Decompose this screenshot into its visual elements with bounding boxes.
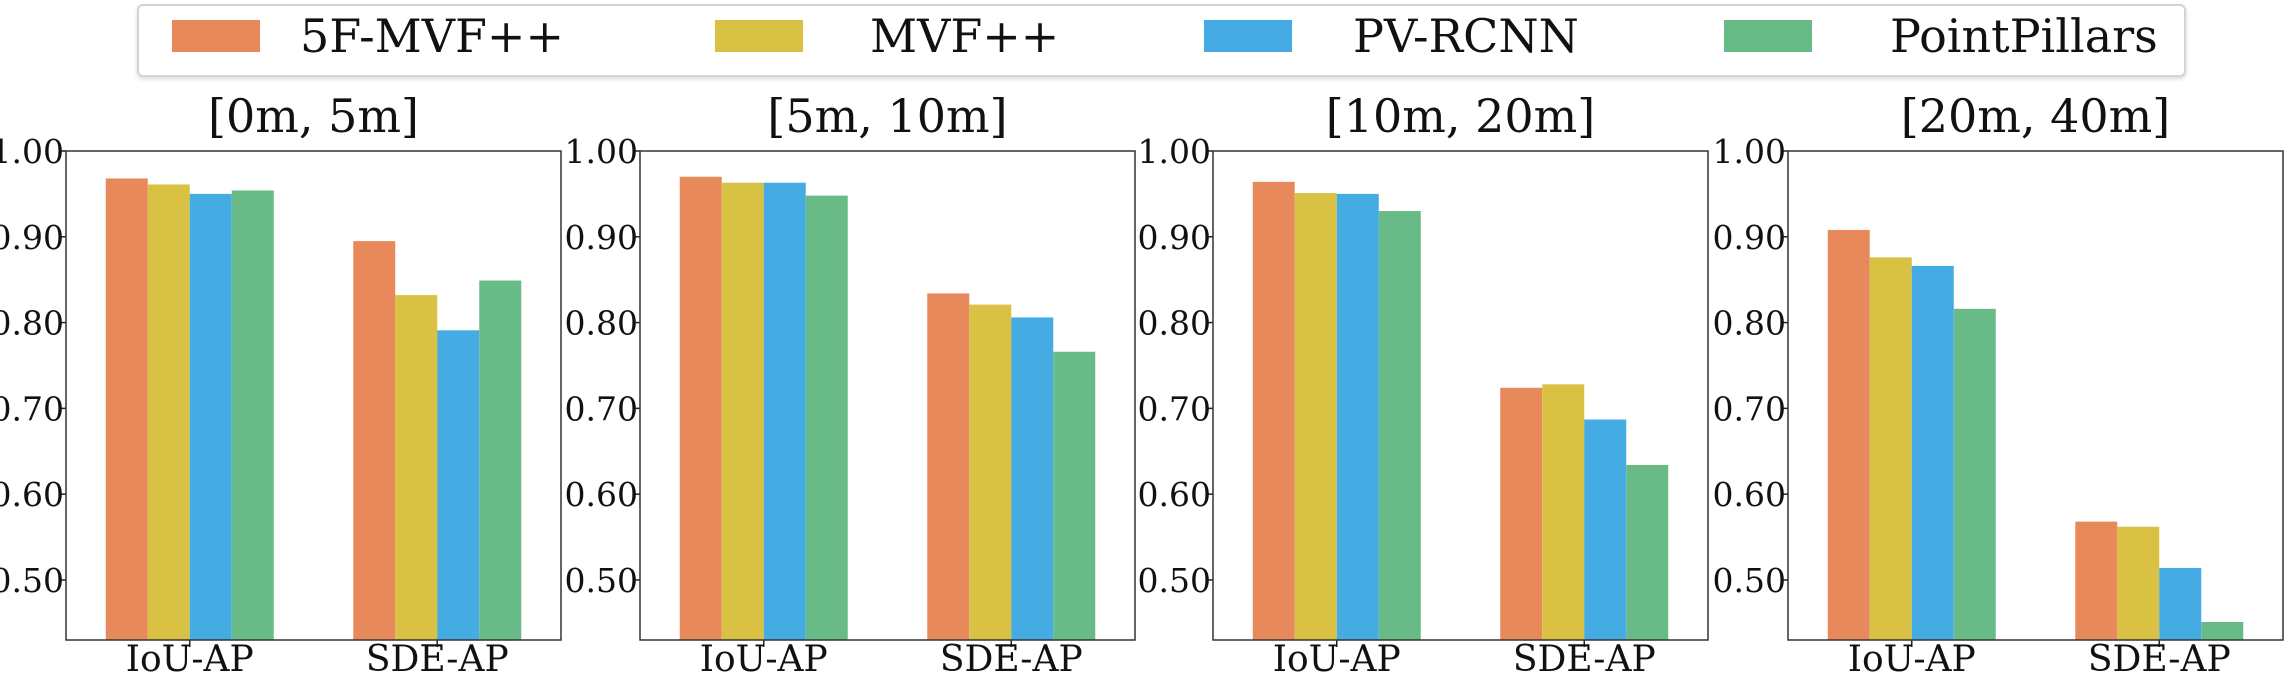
- bar-pv-rcnn-sde-ap: [2159, 567, 2202, 640]
- y-tick-label: 0.50: [1138, 561, 1211, 600]
- legend-swatch-mvf-: [715, 20, 803, 52]
- bar-mvf--iou-ap: [147, 184, 190, 641]
- bar-pointpillars-iou-ap: [1953, 308, 1996, 640]
- bar-5f-mvf--iou-ap: [1827, 229, 1870, 640]
- x-tick-label: IoU-AP: [700, 639, 828, 675]
- y-tick-label: 0.90: [1138, 218, 1211, 257]
- bar-pv-rcnn-sde-ap: [1011, 317, 1054, 640]
- bar-5f-mvf--sde-ap: [1500, 387, 1543, 640]
- y-tick-label: 0.70: [565, 389, 638, 428]
- bar-pv-rcnn-iou-ap: [189, 193, 232, 641]
- bar-5f-mvf--iou-ap: [105, 178, 148, 640]
- y-tick-label: 0.90: [1713, 218, 1786, 257]
- x-tick-label: SDE-AP: [940, 639, 1083, 675]
- panel-title: [20m, 40m]: [1901, 89, 2170, 143]
- legend-label: PV-RCNN: [1353, 9, 1579, 63]
- plot-frame: [1212, 150, 1709, 641]
- plot-frame: [639, 150, 1136, 641]
- chart-panel-1: [0m, 5m] IoU-AP SDE-AP 0.50 0.60 0.70 0.80 0.90…: [0, 89, 562, 675]
- y-tick-label: 0.90: [0, 218, 64, 257]
- y-tick-label: 0.60: [1138, 475, 1211, 514]
- y-tick-label: 1.00: [0, 132, 64, 171]
- y-tick-label: 0.70: [0, 389, 64, 428]
- bar-pv-rcnn-sde-ap: [437, 330, 480, 640]
- legend-swatch-pv-rcnn: [1204, 20, 1292, 52]
- y-tick-label: 0.60: [1713, 475, 1786, 514]
- legend-label: MVF++: [870, 9, 1059, 63]
- y-tick-label: 0.70: [1138, 389, 1211, 428]
- bar-pointpillars-iou-ap: [805, 195, 848, 640]
- bar-pointpillars-sde-ap: [1053, 351, 1096, 640]
- legend-graphic: 5F-MVF++ MVF++ PV-RCNN PointPillars: [172, 9, 2158, 63]
- bar-mvf--sde-ap: [969, 304, 1012, 640]
- plot-frame: [65, 150, 562, 641]
- bar-pointpillars-sde-ap: [1626, 464, 1669, 640]
- y-tick-label: 0.60: [565, 475, 638, 514]
- legend-label: 5F-MVF++: [300, 9, 564, 63]
- legend: 5F-MVF++ MVF++ PV-RCNN PointPillars: [137, 4, 2186, 77]
- y-tick-label: 0.80: [565, 304, 638, 343]
- y-tick-label: 0.70: [1713, 389, 1786, 428]
- y-tick-label: 1.00: [565, 132, 638, 171]
- plot-frame: [1787, 150, 2284, 641]
- chart-panel-4: [20m, 40m] IoU-AP SDE-AP 0.50 0.60 0.70 0.80 0.…: [1713, 89, 2284, 675]
- legend-swatch-5f-mvf-: [172, 20, 260, 52]
- chart-panel-3: [10m, 20m] IoU-AP SDE-AP 0.50 0.60 0.70 0.80 0.…: [1138, 89, 1709, 675]
- y-tick-label: 0.50: [1713, 561, 1786, 600]
- bar-5f-mvf--sde-ap: [353, 241, 396, 640]
- bar-mvf--iou-ap: [1869, 257, 1912, 640]
- x-tick-label: SDE-AP: [1513, 639, 1656, 675]
- y-tick-label: 0.50: [0, 561, 64, 600]
- bar-pointpillars-iou-ap: [1378, 211, 1421, 641]
- bar-pv-rcnn-sde-ap: [1584, 419, 1627, 640]
- y-tick-label: 0.50: [565, 561, 638, 600]
- bar-mvf--sde-ap: [2117, 526, 2160, 640]
- bar-5f-mvf--iou-ap: [679, 176, 722, 640]
- y-tick-label: 0.60: [0, 475, 64, 514]
- x-tick-label: IoU-AP: [1848, 639, 1976, 675]
- panel-title: [5m, 10m]: [767, 89, 1007, 143]
- legend-swatch-pointpillars: [1724, 20, 1812, 52]
- x-tick-label: IoU-AP: [126, 639, 254, 675]
- y-tick-label: 0.80: [0, 304, 64, 343]
- y-tick-label: 1.00: [1713, 132, 1786, 171]
- bar-mvf--sde-ap: [1542, 384, 1585, 640]
- bar-pointpillars-sde-ap: [479, 280, 522, 640]
- x-tick-label: SDE-AP: [366, 639, 509, 675]
- bar-pv-rcnn-iou-ap: [1911, 265, 1954, 640]
- panel-title: [10m, 20m]: [1326, 89, 1595, 143]
- bar-mvf--iou-ap: [721, 182, 764, 640]
- bar-5f-mvf--sde-ap: [927, 293, 970, 640]
- legend-label: PointPillars: [1890, 9, 2158, 63]
- x-tick-label: IoU-AP: [1273, 639, 1401, 675]
- bar-5f-mvf--sde-ap: [2075, 521, 2118, 640]
- bar-mvf--sde-ap: [395, 295, 438, 640]
- bar-5f-mvf--iou-ap: [1252, 181, 1295, 640]
- chart-panel-2: [5m, 10m] IoU-AP SDE-AP 0.50 0.60 0.70 0.80 0.9…: [565, 89, 1136, 675]
- y-tick-label: 0.90: [565, 218, 638, 257]
- x-tick-label: SDE-AP: [2088, 639, 2231, 675]
- panel-title: [0m, 5m]: [208, 89, 419, 143]
- bar-pointpillars-sde-ap: [2201, 621, 2244, 640]
- bar-pv-rcnn-iou-ap: [763, 182, 806, 640]
- bar-pointpillars-iou-ap: [231, 190, 274, 640]
- bar-mvf--iou-ap: [1294, 193, 1337, 640]
- y-tick-label: 0.80: [1713, 304, 1786, 343]
- bar-pv-rcnn-iou-ap: [1336, 193, 1379, 641]
- y-tick-label: 1.00: [1138, 132, 1211, 171]
- y-tick-label: 0.80: [1138, 304, 1211, 343]
